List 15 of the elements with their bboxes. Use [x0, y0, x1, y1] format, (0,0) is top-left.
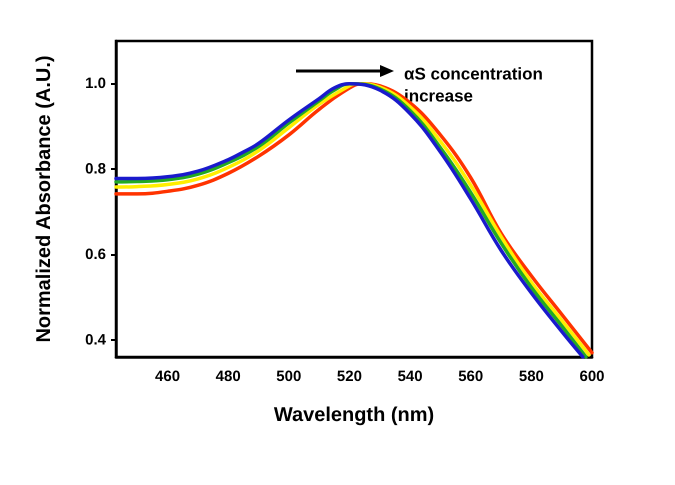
x-tick-label: 560 [458, 368, 484, 385]
y-tick-label: 0.4 [85, 331, 107, 348]
annotation: αS concentration increase [404, 64, 543, 106]
x-tick-label: 580 [518, 368, 544, 385]
x-axis-title: Wavelength (nm) [274, 404, 434, 426]
x-tick-label: 500 [276, 368, 302, 385]
x-tick-label: 520 [336, 368, 362, 385]
y-tick-label: 0.8 [85, 160, 106, 178]
x-tick-label: 460 [155, 368, 180, 385]
x-tick-label: 480 [216, 368, 241, 385]
y-axis-title: Normalized Absorbance (A.U.) [33, 55, 55, 343]
x-tick-label: 600 [579, 368, 605, 385]
y-tick-label: 0.6 [85, 246, 106, 264]
y-tick-label: 1.0 [85, 75, 106, 92]
x-tick-label: 540 [398, 368, 423, 385]
